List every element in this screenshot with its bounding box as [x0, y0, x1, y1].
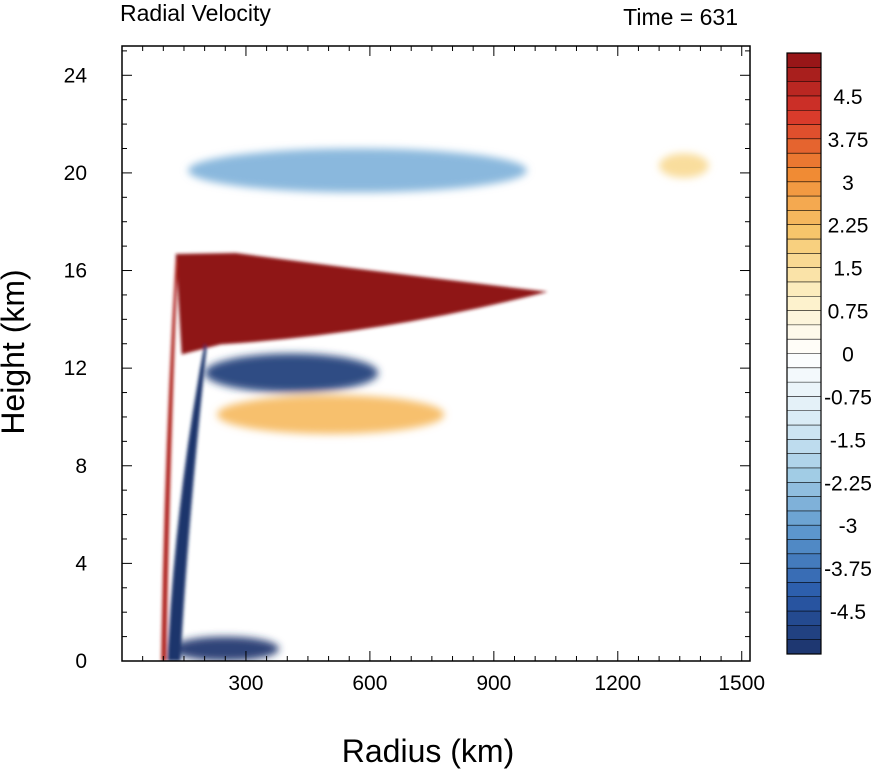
colorbar-tick-label: -1.5	[830, 429, 866, 452]
y-tick-label: 4	[75, 552, 87, 575]
feature-upper-inflow-layer	[188, 148, 527, 193]
colorbar-bin	[787, 482, 821, 497]
colorbar-bin	[787, 224, 821, 240]
colorbar-bin	[787, 367, 821, 383]
colorbar-tick-label: -0.75	[824, 386, 872, 409]
colorbar-bin	[787, 396, 821, 412]
colorbar-bin	[787, 95, 821, 111]
colorbar-bin	[787, 153, 821, 168]
colorbar-tick-label: -3	[839, 515, 858, 538]
colorbar-bin	[787, 611, 821, 626]
feature-inflow-below-outflow	[204, 353, 379, 393]
feature-eyewall-outflow-sliver	[161, 258, 178, 661]
colorbar-bin	[787, 639, 821, 655]
feature-mid-level-outflow	[217, 394, 445, 435]
colorbar-bin	[787, 110, 821, 125]
colorbar-bin	[787, 67, 821, 83]
colorbar-tick-label: 0	[842, 344, 854, 367]
x-tick-label: 900	[476, 672, 511, 695]
colorbar-bin	[787, 310, 821, 326]
chart-subtitle: Time = 631	[623, 4, 738, 30]
colorbar-tick-label: -2.25	[824, 472, 872, 495]
y-axis: 0 4 8 12 16 20 24	[64, 50, 750, 673]
colorbar-tick-label: 3	[842, 172, 854, 195]
colorbar-bin	[787, 553, 821, 569]
colorbar-tick-label: 4.5	[833, 86, 862, 109]
colorbar-bin	[787, 625, 821, 641]
sharp-layer	[161, 253, 548, 661]
colorbar-tick-label: 0.75	[828, 301, 869, 324]
colorbar-bin	[787, 539, 821, 555]
colorbar-bin	[787, 239, 821, 254]
feature-upper-level-outflow-jet	[175, 253, 548, 355]
y-tick-label: 20	[64, 162, 87, 185]
feature-eyewall-inflow-column	[167, 343, 207, 661]
colorbar-tick-label: -4.5	[830, 601, 866, 624]
colorbar-bin	[787, 525, 821, 540]
x-tick-label: 300	[228, 672, 263, 695]
colorbar-tick-label: 3.75	[828, 129, 869, 152]
colorbar-bin	[787, 281, 821, 297]
x-axis: 300 600 900 1200 1500	[142, 46, 765, 695]
colorbar-bin	[787, 453, 821, 469]
colorbar-bin	[787, 425, 821, 440]
colorbar-bin	[787, 267, 821, 283]
colorbar-bin	[787, 568, 821, 583]
feature-boundary-layer-inflow	[171, 636, 279, 661]
colorbar-bin	[787, 124, 821, 140]
colorbar-bin	[787, 253, 821, 269]
colorbar-bin	[787, 496, 821, 512]
colorbar-tick-label: 1.5	[833, 258, 862, 281]
x-tick-label: 1200	[594, 672, 641, 695]
y-axis-label: Height (km)	[0, 269, 31, 434]
plot-frame	[121, 45, 751, 662]
chart-title: Radial Velocity	[120, 0, 271, 26]
y-tick-label: 12	[64, 357, 87, 380]
soft-layer	[171, 148, 709, 661]
colorbar-bin	[787, 210, 821, 226]
feature-outer-outflow-patch	[659, 153, 709, 178]
y-tick-label: 24	[64, 64, 88, 87]
y-tick-label: 8	[75, 455, 87, 478]
colorbar: -4.5 -3.75 -3 -2.25 -1.5 -0.75 0 0.75 1.5 2.25 3 3.…	[786, 52, 872, 655]
x-tick-label: 600	[352, 672, 387, 695]
x-tick-label: 1500	[718, 672, 765, 695]
colorbar-bin	[787, 53, 821, 68]
colorbar-bin	[787, 324, 821, 340]
colorbar-bin	[787, 138, 821, 154]
colorbar-bin	[787, 81, 821, 97]
colorbar-bin	[787, 510, 821, 526]
colorbar-bin	[787, 596, 821, 612]
colorbar-bin	[787, 181, 821, 197]
y-tick-label: 16	[64, 260, 87, 283]
y-tick-label: 0	[75, 650, 87, 673]
colorbar-bin	[787, 339, 821, 354]
colorbar-bin	[787, 382, 821, 397]
colorbar-bin	[787, 196, 821, 211]
colorbar-bin	[787, 167, 821, 183]
colorbar-bin	[787, 582, 821, 598]
x-axis-label: Radius (km)	[342, 733, 514, 769]
colorbar-frame	[786, 52, 822, 655]
colorbar-bin	[787, 296, 821, 311]
colorbar-bin	[787, 467, 821, 483]
velocity-field	[161, 148, 709, 661]
colorbar-bin	[787, 410, 821, 426]
colorbar-bin	[787, 353, 821, 369]
colorbar-bin	[787, 439, 821, 455]
plot-area-background	[122, 46, 750, 661]
colorbar-tick-label: -3.75	[824, 558, 872, 581]
colorbar-tick-label: 2.25	[828, 215, 869, 238]
